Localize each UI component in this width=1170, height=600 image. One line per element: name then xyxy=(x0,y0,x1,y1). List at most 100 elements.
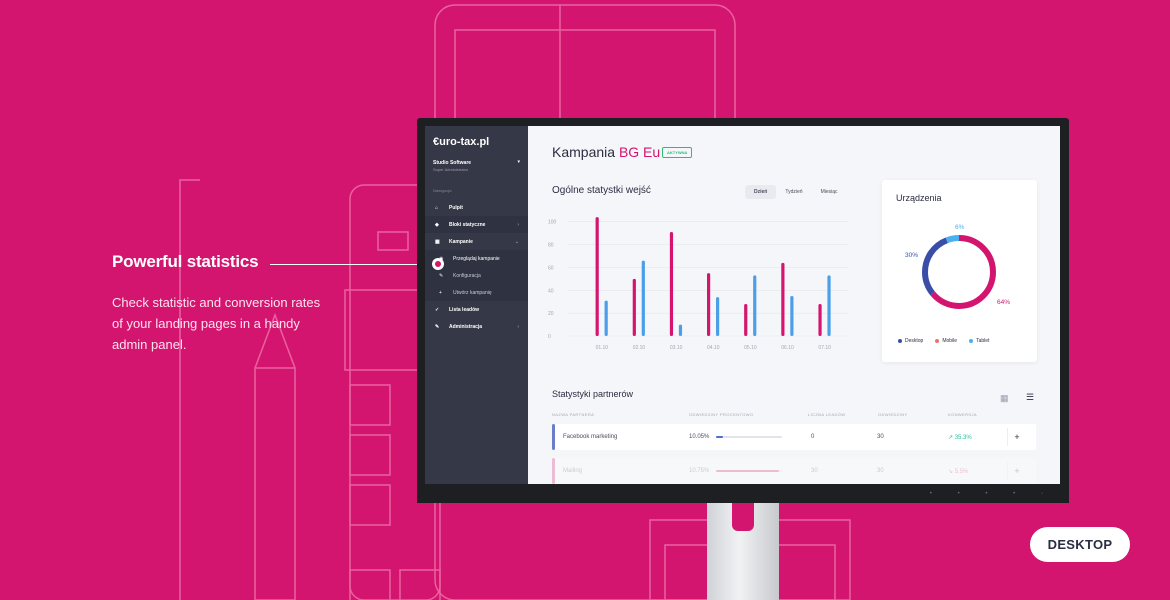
x-tick-label: 02.10 xyxy=(633,345,646,351)
progress-bar xyxy=(716,436,782,438)
table-row[interactable]: Facebook marketing 10.05% 0 30 ↗ 35.3% + xyxy=(552,424,1036,450)
tab-week[interactable]: Tydzień xyxy=(785,189,803,195)
devices-title: Urządzenia xyxy=(896,193,942,203)
chart-bar[interactable] xyxy=(753,275,757,336)
table-icon: ▦ xyxy=(435,238,440,245)
row-stripe xyxy=(552,458,555,484)
partner-conversion: ↗ 35.3% xyxy=(948,435,972,441)
chart-bar[interactable] xyxy=(818,304,822,336)
x-tick-label: 01.10 xyxy=(596,345,609,351)
column-header[interactable]: NAZWA PARTNERA xyxy=(552,412,595,417)
chart-bar[interactable] xyxy=(781,262,785,336)
sidebar-item-label: Przeglądaj kampanie xyxy=(453,255,500,262)
chart-bar[interactable] xyxy=(716,297,720,336)
partner-name: Facebook marketing xyxy=(563,434,618,440)
column-header[interactable]: LICZBA LEADÓW xyxy=(808,412,846,417)
stats-title: Ogólne statystki wejść xyxy=(552,185,651,196)
chart-bar[interactable] xyxy=(632,278,636,336)
partner-name: Mailing xyxy=(563,468,583,474)
y-tick-label: 60 xyxy=(548,265,554,271)
nav-heading: Nawigacja xyxy=(433,188,452,193)
devices-donut-chart: 6% 30% 64% xyxy=(905,224,1010,309)
monitor: €uro-tax.pl Studio Software Super Admini… xyxy=(417,118,1069,503)
column-header[interactable]: KONWERSJA xyxy=(948,412,977,417)
sidebar-item-label: Konfiguracja xyxy=(453,272,481,279)
chevron-down-icon[interactable]: ▾ xyxy=(517,159,520,165)
x-tick-label: 03.10 xyxy=(670,345,683,351)
table-row[interactable]: Mailing 10.75% 30 30 ↘ 5.5% + xyxy=(552,458,1036,484)
chevron-down-icon: ⌄ xyxy=(514,238,519,245)
partner-leads: 30 xyxy=(811,468,818,474)
x-tick-label: 05.10 xyxy=(744,345,757,351)
stand-cable-slot xyxy=(732,503,754,531)
chevron-right-icon: › xyxy=(517,323,519,330)
chart-bar[interactable] xyxy=(595,217,599,336)
column-header[interactable]: ODWIEDZINY xyxy=(878,412,908,417)
wrench-icon: ✎ xyxy=(435,323,440,330)
x-tick-label: 06.10 xyxy=(781,345,794,351)
donut-slice-desktop xyxy=(922,235,996,309)
donut-slice-tablet xyxy=(922,235,996,309)
devices-card: Urządzenia 6% 30% 64% Desktop Mobile Tab… xyxy=(882,180,1037,362)
chart-bar[interactable] xyxy=(604,300,608,336)
app-logo[interactable]: €uro-tax.pl xyxy=(433,136,490,148)
chart-bar[interactable] xyxy=(707,273,711,336)
sidebar-item-kampanie[interactable]: ▦ Kampanie ⌄ xyxy=(425,233,528,250)
admin-screen: €uro-tax.pl Studio Software Super Admini… xyxy=(425,126,1060,484)
sidebar-subitem-konfiguracja[interactable]: ✎ Konfiguracja xyxy=(425,267,528,284)
chart-bar[interactable] xyxy=(669,232,674,336)
sidebar: €uro-tax.pl Studio Software Super Admini… xyxy=(425,126,528,484)
device-badge[interactable]: DESKTOP xyxy=(1030,527,1130,562)
home-icon: ⌂ xyxy=(435,204,439,211)
donut-label-desktop: 30% xyxy=(905,252,918,259)
main-content: Kampania BG Eu AKTYWNA Ogólne statystki … xyxy=(528,126,1060,484)
chart-bar[interactable] xyxy=(678,324,683,336)
callout-dot xyxy=(432,258,444,270)
chart-bar[interactable] xyxy=(827,275,831,336)
monitor-bezel: • • • • ◦ xyxy=(417,484,1069,503)
partner-visits: 30 xyxy=(877,468,884,474)
donut-label-tablet: 6% xyxy=(955,224,965,231)
check-icon: ✓ xyxy=(435,306,440,313)
grid-view-icon[interactable]: ▦ xyxy=(1000,393,1009,403)
sidebar-item-bloki[interactable]: ◆ Bloki statyczne › xyxy=(425,216,528,233)
sidebar-item-label: Administracja xyxy=(449,323,483,330)
sidebar-item-administracja[interactable]: ✎ Administracja › xyxy=(425,318,528,335)
chart-bar[interactable] xyxy=(744,304,748,336)
chart-bar[interactable] xyxy=(641,260,645,336)
partner-percent: 10.75% xyxy=(689,468,710,474)
monitor-buttons[interactable]: • • • • ◦ xyxy=(929,491,1055,497)
expand-row-button[interactable]: + xyxy=(1007,428,1026,446)
y-tick-label: 20 xyxy=(548,311,554,317)
legend-mobile: Mobile xyxy=(935,338,957,344)
tab-month[interactable]: Miesiąc xyxy=(820,189,838,195)
sidebar-item-pulpit[interactable]: ⌂ Pulpit xyxy=(425,199,528,216)
progress-bar xyxy=(716,470,782,472)
callout-line xyxy=(270,264,434,265)
tab-day[interactable]: Dzień xyxy=(745,185,777,199)
legend-desktop: Desktop xyxy=(898,338,923,344)
sidebar-item-leady[interactable]: ✓ Lista leadów xyxy=(425,301,528,318)
page-title-prefix: Kampania xyxy=(552,144,616,160)
devices-legend: Desktop Mobile Tablet xyxy=(898,338,989,344)
cube-icon: ◆ xyxy=(435,221,439,228)
period-tabs: Dzień Tydzień Miesiąc xyxy=(745,185,847,199)
status-badge: AKTYWNA xyxy=(662,147,693,158)
sidebar-subitem-utworz[interactable]: + Utwórz kampanię xyxy=(425,284,528,301)
chart-bar[interactable] xyxy=(790,296,794,336)
user-name[interactable]: Studio Software xyxy=(433,160,472,166)
list-view-icon[interactable]: ☰ xyxy=(1026,392,1035,402)
partners-title: Statystyki partnerów xyxy=(552,389,634,399)
sidebar-item-label: Bloki statyczne xyxy=(449,221,486,228)
sidebar-item-label: Pulpit xyxy=(449,204,463,211)
x-tick-label: 07.10 xyxy=(818,345,831,351)
plus-icon: + xyxy=(439,289,442,296)
column-header[interactable]: ODWIEDZINY PROCENTOWO xyxy=(689,412,754,417)
feature-description: Check statistic and conversion rates of … xyxy=(112,295,321,352)
expand-row-button[interactable]: + xyxy=(1007,462,1026,480)
sidebar-item-label: Kampanie xyxy=(449,238,473,245)
sidebar-nav: ⌂ Pulpit ◆ Bloki statyczne › ▦ Kampanie … xyxy=(425,199,528,335)
legend-tablet: Tablet xyxy=(969,338,989,344)
partner-conversion: ↘ 5.5% xyxy=(948,469,969,475)
y-tick-label: 100 xyxy=(548,220,557,226)
